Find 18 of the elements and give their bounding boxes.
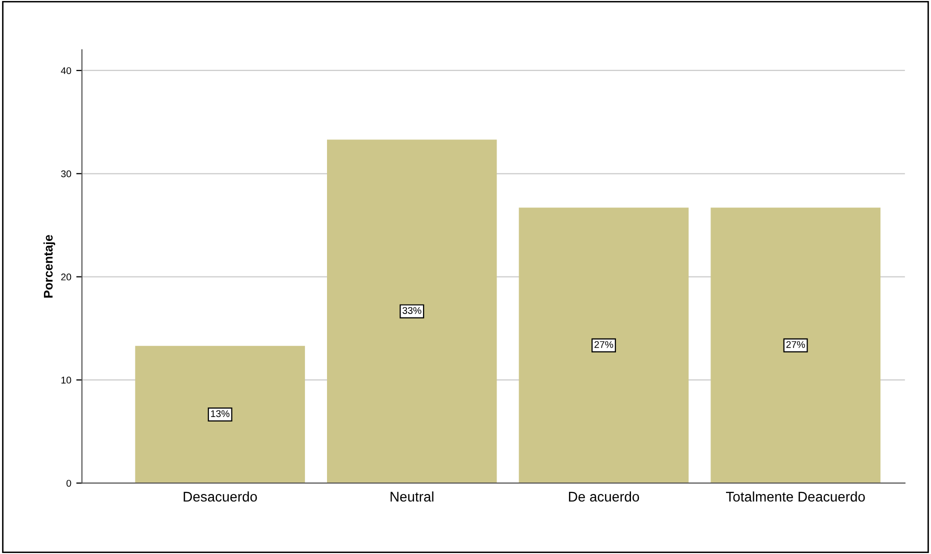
y-axis-title: Porcentaje: [43, 234, 56, 298]
x-tick-label: Desacuerdo: [184, 491, 257, 502]
data-label: 33%: [402, 307, 422, 314]
bar: [518, 208, 689, 484]
data-label: 13%: [211, 410, 230, 418]
bar: [327, 140, 497, 484]
bar: [710, 208, 880, 484]
x-tick-label: De acuerdo: [568, 491, 640, 502]
data-label: 27%: [594, 341, 614, 348]
data-label: 27%: [786, 341, 805, 348]
y-tick-label: 10: [61, 376, 72, 384]
y-tick-label: 40: [60, 67, 72, 74]
y-tick-label: 30: [61, 170, 72, 178]
x-tick-label: Neutral: [390, 491, 434, 502]
bar: [135, 346, 305, 484]
y-tick-label: 0: [66, 480, 72, 487]
y-tick-label: 20: [61, 274, 72, 280]
x-tick-label: Totalmente Deacuerdo: [726, 491, 865, 502]
